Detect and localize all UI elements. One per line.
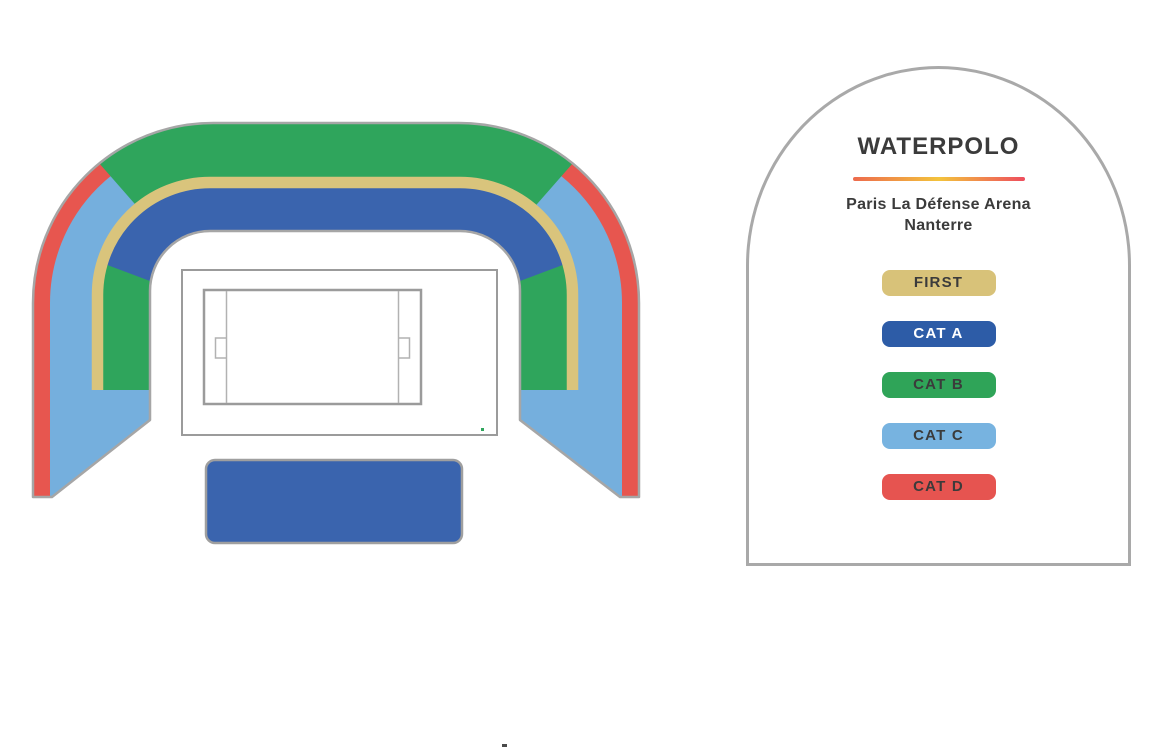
category-legend: FIRST CAT A CAT B CAT C CAT D <box>881 269 996 500</box>
arena-map <box>31 121 641 545</box>
section-first-ring[interactable] <box>91 176 579 391</box>
legend-pill-cat-c[interactable]: CAT C <box>881 422 996 449</box>
legend-pill-first[interactable]: FIRST <box>881 269 996 296</box>
pool-marker-dot <box>481 428 484 431</box>
section-cat-a-bottom-stand[interactable] <box>204 458 464 545</box>
legend-pill-cat-d[interactable]: CAT D <box>881 473 996 500</box>
pool-area <box>181 269 498 436</box>
title-divider <box>852 177 1025 181</box>
footer-dash <box>502 744 507 747</box>
venue-line1: Paris La Défense Arena <box>846 195 1031 213</box>
event-title: WATERPOLO <box>857 133 1020 160</box>
arena-outline <box>31 121 641 499</box>
goal-right <box>399 337 411 359</box>
legend-pill-cat-a[interactable]: CAT A <box>881 320 996 347</box>
venue-card: WATERPOLO Paris La Défense Arena Nanterr… <box>746 66 1131 566</box>
venue-line2: Nanterre <box>904 216 973 234</box>
goal-left <box>214 337 226 359</box>
legend-pill-cat-b[interactable]: CAT B <box>881 371 996 398</box>
pool <box>202 288 423 406</box>
venue-name: Paris La Défense Arena Nanterre <box>846 194 1031 236</box>
section-cat-a-ring[interactable] <box>102 185 568 391</box>
